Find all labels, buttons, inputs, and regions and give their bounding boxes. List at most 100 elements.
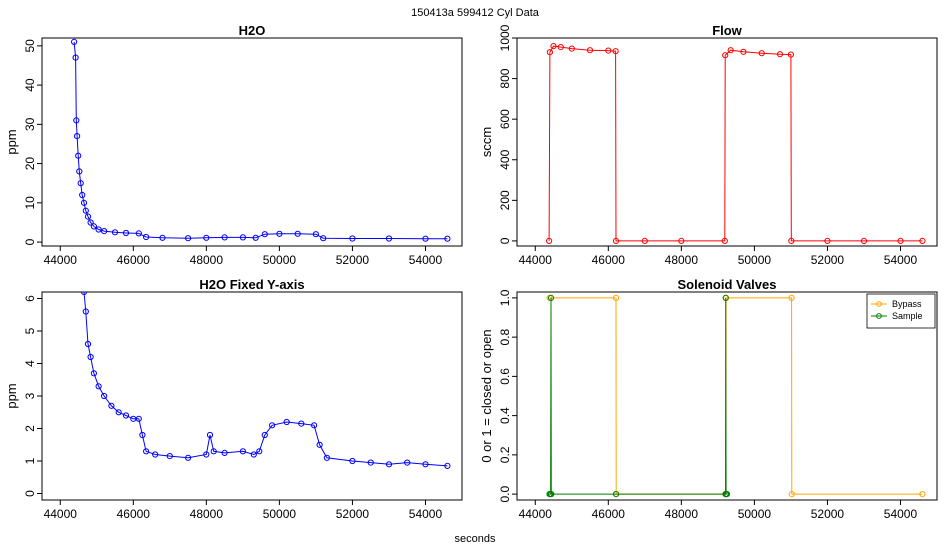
- y-tick-label: 0.8: [498, 328, 512, 345]
- panel-title: Flow: [712, 23, 742, 38]
- y-tick-label: 0: [23, 490, 37, 497]
- data-point: [788, 491, 795, 498]
- y-tick-label: 400: [498, 149, 512, 169]
- data-point: [349, 235, 356, 242]
- data-point: [605, 47, 612, 54]
- x-tick-label: 48000: [190, 507, 224, 521]
- data-point: [143, 448, 150, 455]
- x-tick-label: 52000: [336, 507, 370, 521]
- data-point: [111, 229, 119, 236]
- y-tick-label: 0.0: [498, 485, 512, 502]
- data-point: [721, 237, 728, 244]
- data-point: [239, 448, 246, 455]
- data-point: [122, 412, 130, 419]
- data-point: [547, 294, 555, 301]
- data-point: [546, 237, 553, 244]
- data-point: [185, 454, 192, 461]
- data-point: [788, 294, 795, 301]
- data-point: [283, 418, 290, 426]
- data-point: [84, 340, 92, 348]
- plot-area: [546, 43, 926, 244]
- series-sample: [546, 294, 731, 498]
- data-point: [548, 491, 555, 498]
- data-point: [722, 52, 729, 59]
- x-tick-label: 48000: [665, 507, 699, 521]
- data-point: [641, 237, 648, 244]
- data-point: [77, 180, 84, 187]
- x-tick-label: 52000: [811, 507, 845, 521]
- legend-entry-label: Sample: [892, 311, 923, 321]
- x-tick-label: 54000: [884, 253, 918, 267]
- data-point: [367, 459, 374, 466]
- y-tick-label: 6: [23, 295, 37, 302]
- data-point: [74, 133, 81, 140]
- panel-flow: Flow 44000 46000 48000 50000 52000 54000 0 200 40…: [479, 23, 938, 267]
- x-tick-label: 50000: [738, 507, 772, 521]
- y-tick-label: 0: [23, 238, 37, 245]
- plot-frame: [516, 291, 938, 501]
- y-tick-label: 20: [23, 157, 37, 171]
- legend-swatch-marker: [876, 313, 882, 319]
- data-point: [75, 152, 82, 159]
- series-line: [83, 292, 448, 467]
- panel-h2o-fixed: H2O Fixed Y-axis 44000 46000 48000 50000 5200…: [4, 277, 463, 521]
- data-point: [95, 226, 102, 233]
- y-tick-label: 1000: [498, 24, 512, 51]
- data-point: [82, 308, 89, 315]
- data-point: [206, 431, 214, 439]
- data-point: [444, 235, 451, 242]
- data-point: [824, 237, 831, 244]
- data-point: [90, 370, 98, 377]
- data-point: [252, 234, 259, 241]
- series-line: [549, 297, 727, 495]
- data-point: [108, 402, 115, 409]
- data-point: [740, 48, 747, 55]
- legend-entry-label: Bypass: [892, 299, 922, 309]
- data-point: [71, 38, 78, 46]
- data-point: [404, 459, 411, 466]
- data-point: [84, 213, 92, 220]
- panel-title: H2O: [239, 23, 266, 38]
- y-tick-label: 2: [23, 425, 37, 432]
- data-point: [422, 461, 429, 468]
- y-axis-label: ppm: [4, 383, 19, 408]
- data-point: [316, 441, 323, 448]
- data-point: [550, 43, 557, 50]
- data-point: [727, 47, 734, 54]
- data-point: [294, 230, 301, 237]
- y-tick-label: 1.0: [498, 289, 512, 306]
- plot-frame: [41, 291, 463, 501]
- data-point: [723, 491, 731, 498]
- x-tick-label: 54000: [409, 507, 443, 521]
- data-point: [250, 451, 257, 458]
- data-point: [444, 462, 451, 469]
- y-tick-label: 10: [23, 196, 37, 210]
- y-tick-label: 0.2: [498, 446, 512, 463]
- x-tick-label: 52000: [811, 253, 845, 267]
- x-tick-label: 50000: [263, 253, 297, 267]
- data-point: [298, 420, 305, 427]
- data-point: [139, 431, 146, 439]
- y-tick-label: 0.6: [498, 368, 512, 385]
- data-point: [261, 431, 268, 439]
- data-point: [135, 230, 142, 237]
- data-point: [79, 191, 86, 199]
- data-point: [101, 228, 108, 235]
- panel-title: H2O Fixed Y-axis: [199, 277, 304, 292]
- data-point: [385, 235, 393, 242]
- data-point: [72, 54, 79, 61]
- data-point: [385, 461, 393, 468]
- x-tick-label: 46000: [117, 507, 151, 521]
- data-point: [261, 231, 268, 238]
- data-point: [586, 47, 594, 54]
- plot-frame: [516, 37, 938, 247]
- data-point: [90, 223, 98, 230]
- data-point: [87, 219, 94, 226]
- data-point: [159, 234, 166, 241]
- data-point: [80, 292, 88, 296]
- figure-suptitle: 150413a 599412 Cyl Data: [411, 7, 540, 19]
- data-point: [101, 392, 108, 400]
- y-tick-label: 200: [498, 190, 512, 210]
- data-point: [122, 229, 130, 237]
